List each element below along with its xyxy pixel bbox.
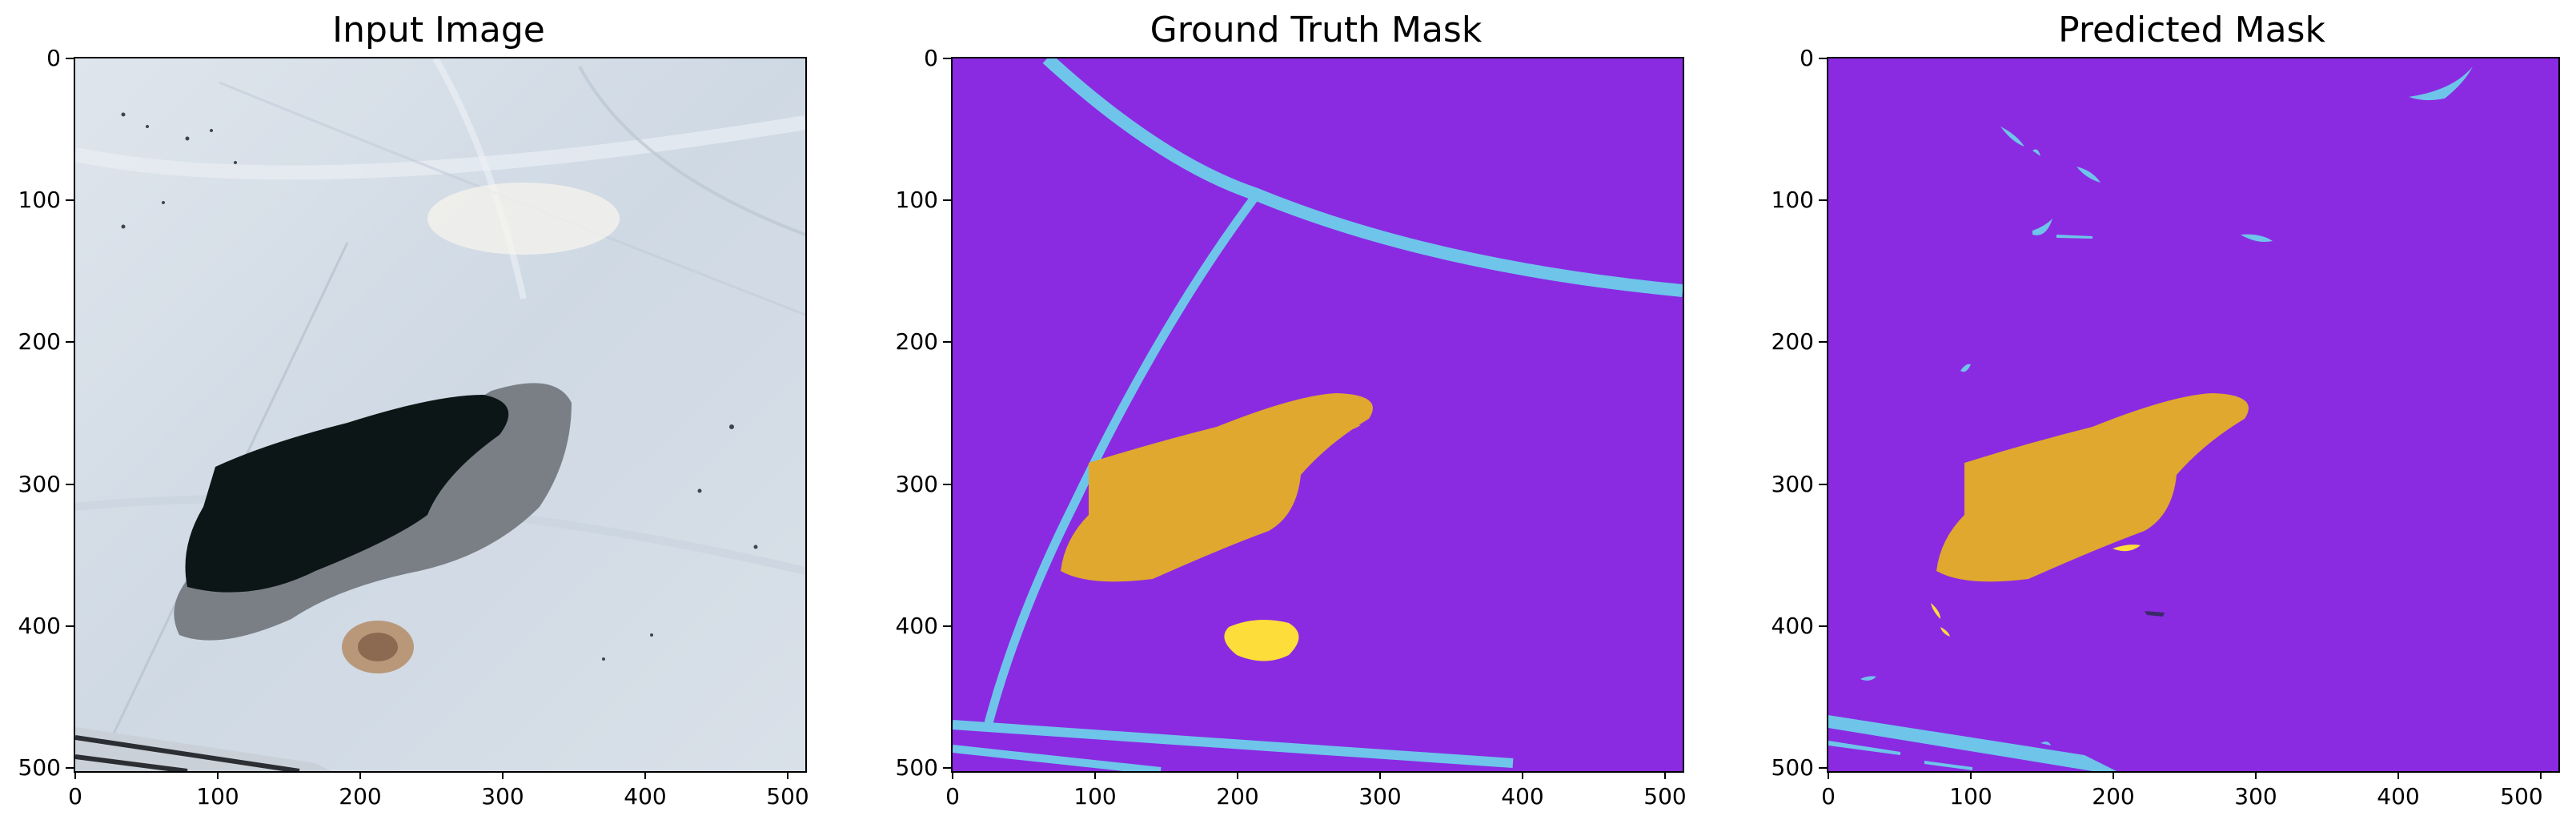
ground-truth-plot xyxy=(951,57,1684,773)
x-tick: 300 xyxy=(481,783,524,810)
y-tick: 300 xyxy=(1771,471,1814,497)
x-tick: 0 xyxy=(68,783,82,810)
y-tick: 300 xyxy=(18,471,61,497)
y-tick: 300 xyxy=(895,471,938,497)
panel-title: Ground Truth Mask xyxy=(1150,10,1483,50)
y-tick: 400 xyxy=(18,613,61,639)
predicted-mask xyxy=(1828,58,2558,771)
x-tick: 300 xyxy=(1358,783,1402,810)
satellite-image xyxy=(75,58,805,771)
y-tick: 0 xyxy=(46,45,61,71)
panel-ground-truth: Ground Truth Mask 0 100 200 300 400 500 … xyxy=(895,10,1687,810)
y-tick: 100 xyxy=(1771,187,1814,213)
x-tick: 400 xyxy=(1501,783,1544,810)
predicted-plot xyxy=(1827,57,2560,773)
ground-truth-mask xyxy=(953,58,1683,771)
y-tick: 500 xyxy=(18,754,61,781)
input-image-plot xyxy=(74,57,807,773)
x-tick: 0 xyxy=(945,783,960,810)
x-tick: 100 xyxy=(1949,783,1992,810)
x-tick: 500 xyxy=(766,783,809,810)
panel-input-image: Input Image xyxy=(0,0,857,840)
x-tick: 300 xyxy=(2234,783,2277,810)
y-tick: 500 xyxy=(1771,754,1814,781)
y-tick: 400 xyxy=(895,613,938,639)
x-tick: 200 xyxy=(2092,783,2135,810)
x-tick: 400 xyxy=(2377,783,2420,810)
y-tick: 0 xyxy=(1800,45,1814,71)
x-tick: 100 xyxy=(196,783,239,810)
y-tick: 200 xyxy=(895,328,938,355)
x-tick: 500 xyxy=(2500,783,2543,810)
x-tick: 0 xyxy=(1821,783,1836,810)
y-tick: 200 xyxy=(1771,328,1814,355)
y-tick: 0 xyxy=(924,45,938,71)
y-tick: 100 xyxy=(895,187,938,213)
panel-title: Input Image xyxy=(332,10,545,50)
panel-title: Predicted Mask xyxy=(2058,10,2325,50)
x-tick: 200 xyxy=(1216,783,1259,810)
y-tick: 100 xyxy=(18,187,61,213)
y-tick: 400 xyxy=(1771,613,1814,639)
x-tick: 100 xyxy=(1073,783,1117,810)
x-tick: 400 xyxy=(624,783,667,810)
y-tick: 200 xyxy=(18,328,61,355)
x-tick: 200 xyxy=(339,783,382,810)
x-tick: 500 xyxy=(1643,783,1687,810)
y-tick: 500 xyxy=(895,754,938,781)
